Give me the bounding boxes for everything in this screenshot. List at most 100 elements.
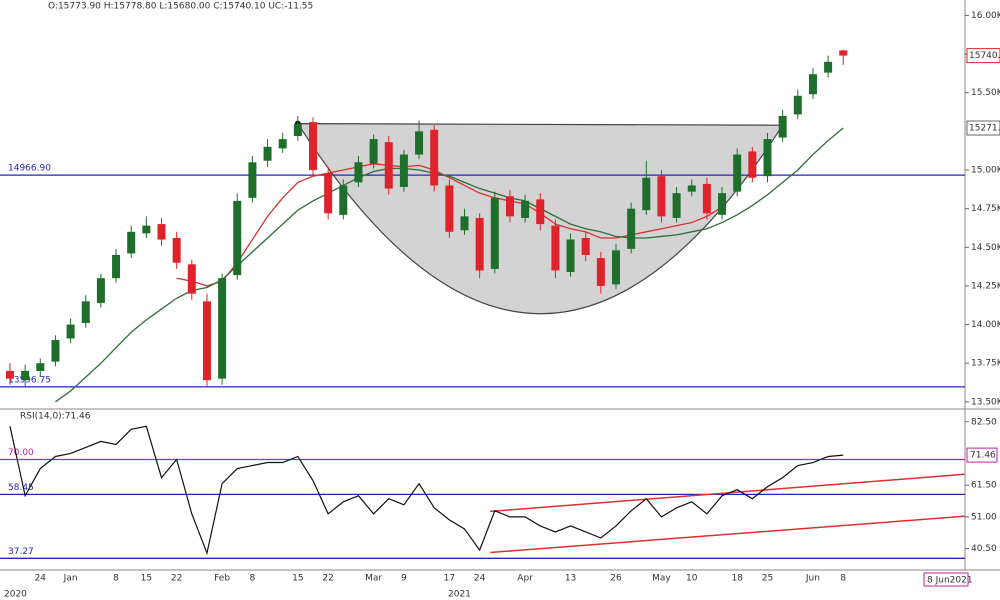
x-tick-label: 26 xyxy=(610,574,622,584)
x-tick-label: 10 xyxy=(686,574,698,584)
y-tick-label: 16.00K xyxy=(971,11,1000,21)
price-label: 15271.7 xyxy=(969,124,1000,134)
candle-body xyxy=(566,239,575,272)
candle-body xyxy=(627,208,636,249)
candle-body xyxy=(96,278,105,303)
candle-body xyxy=(66,324,75,339)
candle-body xyxy=(672,193,681,218)
y-tick-label: 13.75K xyxy=(971,359,1000,369)
candle-body xyxy=(218,278,227,379)
candle-body xyxy=(369,139,378,164)
candle-body xyxy=(127,231,136,254)
y-tick-label: 15.00K xyxy=(971,166,1000,176)
candle-body xyxy=(702,183,711,214)
y-tick-label: 14.50K xyxy=(971,243,1000,253)
rsi-label: RSI(14,0):71.46 xyxy=(20,412,91,422)
y-tick-label: 14.75K xyxy=(971,204,1000,214)
candle-body xyxy=(763,139,772,177)
candle-body xyxy=(642,177,651,211)
date-box xyxy=(923,572,969,587)
level-label: 58.45 xyxy=(8,483,34,493)
candle-body xyxy=(248,162,257,198)
candle-body xyxy=(596,258,605,286)
candle-body xyxy=(824,61,833,73)
x-tick-label: 15 xyxy=(292,574,303,584)
candle-body xyxy=(475,217,484,271)
candle-body xyxy=(36,363,45,371)
candle-body xyxy=(733,154,742,192)
value-label: 71.46 xyxy=(970,451,996,461)
candle-body xyxy=(808,74,817,95)
x-tick-label: 17 xyxy=(444,574,455,584)
candle-body xyxy=(384,142,393,189)
candle-body xyxy=(51,340,60,362)
x-tick-label: Apr xyxy=(517,574,533,584)
candle-body xyxy=(112,255,121,279)
level-label: 37.27 xyxy=(8,547,34,557)
x-tick-label: Feb xyxy=(214,574,230,584)
candle-body xyxy=(293,123,302,136)
ohlc-header: O:15773.90 H:15778.80 L:15680.00 C:15740… xyxy=(48,2,313,12)
price-label-box xyxy=(966,48,1000,64)
y-tick-label: 40.50 xyxy=(971,544,997,554)
candle-body xyxy=(415,131,424,155)
y-tick-label: 13.50K xyxy=(971,397,1000,407)
x-tick-label: 24 xyxy=(35,574,47,584)
candle-body xyxy=(263,146,272,161)
x-tick-label: 24 xyxy=(474,574,486,584)
year-label: 2020 xyxy=(4,590,27,600)
candle-body xyxy=(354,162,363,183)
y-tick-label: 14.25K xyxy=(971,281,1000,291)
level-label: 13596.75 xyxy=(8,375,51,385)
candle-body xyxy=(202,301,211,381)
x-tick-label: 25 xyxy=(762,574,773,584)
candle-body xyxy=(657,176,666,217)
candle-body xyxy=(839,50,848,56)
candle-body xyxy=(142,225,151,234)
candle-body xyxy=(233,200,242,276)
x-tick-label: 8 xyxy=(250,574,256,584)
candle-body xyxy=(6,370,14,379)
candle-body xyxy=(581,238,590,255)
date-label: 8 Jun2021 xyxy=(927,576,973,586)
candle-body xyxy=(324,173,333,214)
x-tick-label: Mar xyxy=(365,574,382,584)
candle-body xyxy=(505,196,514,217)
candle-body xyxy=(21,370,30,381)
y-tick-label: 15.50K xyxy=(971,88,1000,98)
candle-body xyxy=(81,301,90,323)
candle-body xyxy=(490,197,499,269)
year-label: 2021 xyxy=(448,590,471,600)
price-label: 15740.1 xyxy=(969,51,1000,61)
x-tick-label: 9 xyxy=(401,574,407,584)
candle-body xyxy=(521,200,530,218)
rsi-line xyxy=(9,425,844,556)
candle-body xyxy=(748,151,757,178)
candle-body xyxy=(445,185,454,232)
price-label-box xyxy=(966,120,1000,136)
candle-body xyxy=(278,139,287,149)
y-tick-label: 14.00K xyxy=(971,320,1000,330)
candle-body xyxy=(430,129,439,186)
level-label: 14966.90 xyxy=(8,164,51,174)
candle-body xyxy=(157,224,166,240)
candle-body xyxy=(536,199,545,225)
x-tick-label: 8 xyxy=(840,574,846,584)
candle-body xyxy=(687,185,696,192)
value-label-box xyxy=(966,447,998,463)
candle-body xyxy=(399,154,408,187)
candle-body xyxy=(551,225,560,271)
trendline xyxy=(490,473,965,513)
candle-body xyxy=(172,238,181,263)
x-tick-label: 22 xyxy=(322,574,333,584)
candle-body xyxy=(339,185,348,215)
candle-body xyxy=(460,216,469,231)
x-tick-label: 15 xyxy=(141,574,152,584)
x-tick-label: 13 xyxy=(565,574,576,584)
y-tick-label: 61.50 xyxy=(971,481,997,491)
candle-body xyxy=(187,264,196,294)
x-tick-label: 18 xyxy=(731,574,743,584)
candle-body xyxy=(309,122,317,170)
